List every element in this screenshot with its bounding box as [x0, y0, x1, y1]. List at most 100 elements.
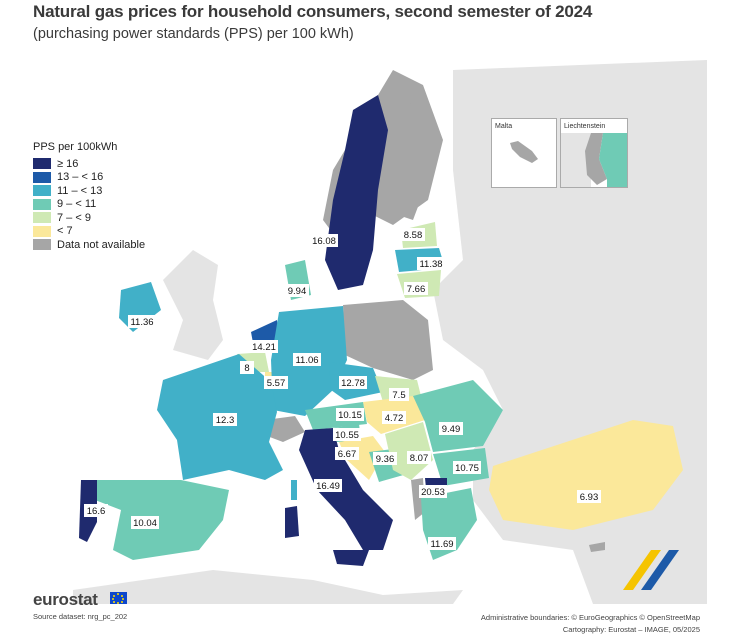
country-cyprus	[589, 542, 605, 552]
source-dataset: Source dataset: nrg_pc_202	[33, 612, 128, 621]
eu-flag-icon	[110, 592, 127, 604]
cartography-credit: Cartography: Eurostat – IMAGE, 05/2025	[562, 625, 700, 634]
legend-label: Data not available	[57, 238, 146, 251]
svg-text:9.94: 9.94	[288, 286, 307, 297]
value-label-hungary: 4.72	[382, 411, 406, 424]
svg-text:10.04: 10.04	[133, 518, 157, 529]
value-label-denmark: 9.94	[285, 284, 309, 297]
value-label-portugal: 16.6	[84, 504, 108, 517]
value-label-slovakia: 7.5	[389, 388, 409, 401]
legend-swatch	[33, 198, 51, 210]
inset-malta: Malta	[491, 118, 557, 188]
value-label-turkey: 6.93	[577, 490, 601, 503]
legend-label: ≥ 16	[57, 157, 79, 170]
svg-text:7.5: 7.5	[392, 390, 405, 401]
map-subtitle: (purchasing power standards (PPS) per 10…	[33, 26, 354, 42]
legend-label: 11 – < 13	[57, 184, 103, 197]
legend-item: 7 – < 9	[33, 211, 145, 225]
value-label-spain: 10.04	[131, 516, 159, 529]
svg-text:20.53: 20.53	[421, 487, 445, 498]
country-france-corsica	[291, 480, 297, 500]
value-label-netherlands: 14.21	[250, 340, 278, 353]
value-label-france: 12.3	[213, 413, 237, 426]
svg-text:10.55: 10.55	[335, 430, 359, 441]
svg-text:8: 8	[244, 363, 249, 374]
legend-item: 9 – < 11	[33, 198, 145, 212]
value-label-estonia: 7.66	[404, 282, 428, 295]
inset-liechtenstein-label: Liechtenstein	[564, 123, 606, 130]
value-label-czechia: 12.78	[339, 376, 367, 389]
eurostat-logo: eurostat	[33, 590, 98, 609]
value-label-belgium: 8	[240, 361, 254, 374]
svg-text:11.69: 11.69	[430, 539, 453, 550]
legend-swatch	[33, 212, 51, 224]
legend-swatch	[33, 225, 51, 237]
legend-item: Data not available	[33, 238, 145, 252]
inset-liechtenstein: Liechtenstein	[560, 118, 628, 188]
country-italy-sardinia	[285, 506, 299, 538]
country-turkey	[489, 420, 683, 530]
country-italy-sicily	[333, 550, 369, 566]
boundaries-credit: Administrative boundaries: © EuroGeograp…	[480, 613, 700, 622]
svg-text:16.6: 16.6	[87, 506, 106, 517]
svg-text:8.58: 8.58	[404, 230, 423, 241]
svg-text:9.49: 9.49	[442, 424, 461, 435]
value-label-bosnia: 9.36	[373, 452, 397, 465]
value-label-lithuania: 11.38	[417, 257, 445, 270]
eurostat-stripe-yellow	[623, 550, 661, 590]
map-title: Natural gas prices for household consume…	[33, 2, 593, 21]
country-italy	[299, 428, 393, 550]
legend-label: < 7	[57, 225, 73, 238]
svg-text:4.72: 4.72	[385, 413, 404, 424]
non-eu-land-uk	[163, 250, 223, 360]
legend-label: 9 – < 11	[57, 198, 97, 211]
legend-item: ≥ 16	[33, 157, 145, 171]
value-label-luxembourg: 5.57	[264, 376, 288, 389]
value-label-latvia: 8.58	[401, 228, 425, 241]
inset-malta-label: Malta	[495, 123, 513, 130]
svg-text:7.66: 7.66	[407, 284, 426, 295]
svg-text:16.49: 16.49	[316, 481, 340, 492]
malta-shape	[510, 141, 538, 163]
svg-text:10.75: 10.75	[455, 463, 479, 474]
value-label-ireland: 11.36	[128, 315, 156, 328]
non-eu-land-finland	[378, 90, 428, 220]
svg-text:14.21: 14.21	[252, 342, 276, 353]
value-label-serbia: 8.07	[407, 451, 431, 464]
country-romania	[413, 380, 503, 452]
legend-item: < 7	[33, 225, 145, 239]
legend-label: 7 – < 9	[57, 211, 91, 224]
value-label-croatia: 6.67	[335, 447, 359, 460]
svg-text:11.06: 11.06	[295, 355, 318, 366]
eurostat-stripe-blue	[641, 550, 679, 590]
svg-text:5.57: 5.57	[267, 378, 286, 389]
svg-text:11.38: 11.38	[419, 259, 442, 270]
country-sweden	[325, 95, 388, 290]
value-label-austria: 10.15	[336, 408, 364, 421]
credits: Administrative boundaries: © EuroGeograp…	[481, 612, 700, 636]
value-label-sweden: 16.08	[310, 234, 338, 247]
value-label-italy: 16.49	[314, 479, 342, 492]
value-label-bulgaria: 10.75	[453, 461, 481, 474]
legend-title: PPS per 100kWh	[33, 141, 118, 153]
legend-swatch	[33, 185, 51, 197]
svg-text:6.93: 6.93	[580, 492, 599, 503]
legend: PPS per 100kWh ≥ 16 13 – < 16 11 – < 13 …	[33, 141, 145, 252]
svg-text:8.07: 8.07	[410, 453, 429, 464]
svg-text:12.78: 12.78	[341, 378, 365, 389]
country-spain	[93, 480, 229, 560]
svg-text:9.36: 9.36	[376, 454, 395, 465]
value-label-slovenia: 10.55	[333, 428, 361, 441]
legend-label: 13 – < 16	[57, 171, 104, 184]
non-eu-land-north-africa	[73, 570, 463, 604]
value-label-romania: 9.49	[439, 422, 463, 435]
legend-item: 11 – < 13	[33, 184, 145, 198]
non-eu-land-poland	[343, 300, 433, 380]
svg-text:16.08: 16.08	[312, 236, 336, 247]
legend-swatch	[33, 239, 51, 251]
value-label-greece: 11.69	[428, 537, 456, 550]
legend-swatch	[33, 171, 51, 183]
svg-text:6.67: 6.67	[338, 449, 357, 460]
svg-text:12.3: 12.3	[216, 415, 235, 426]
legend-swatch	[33, 158, 51, 170]
